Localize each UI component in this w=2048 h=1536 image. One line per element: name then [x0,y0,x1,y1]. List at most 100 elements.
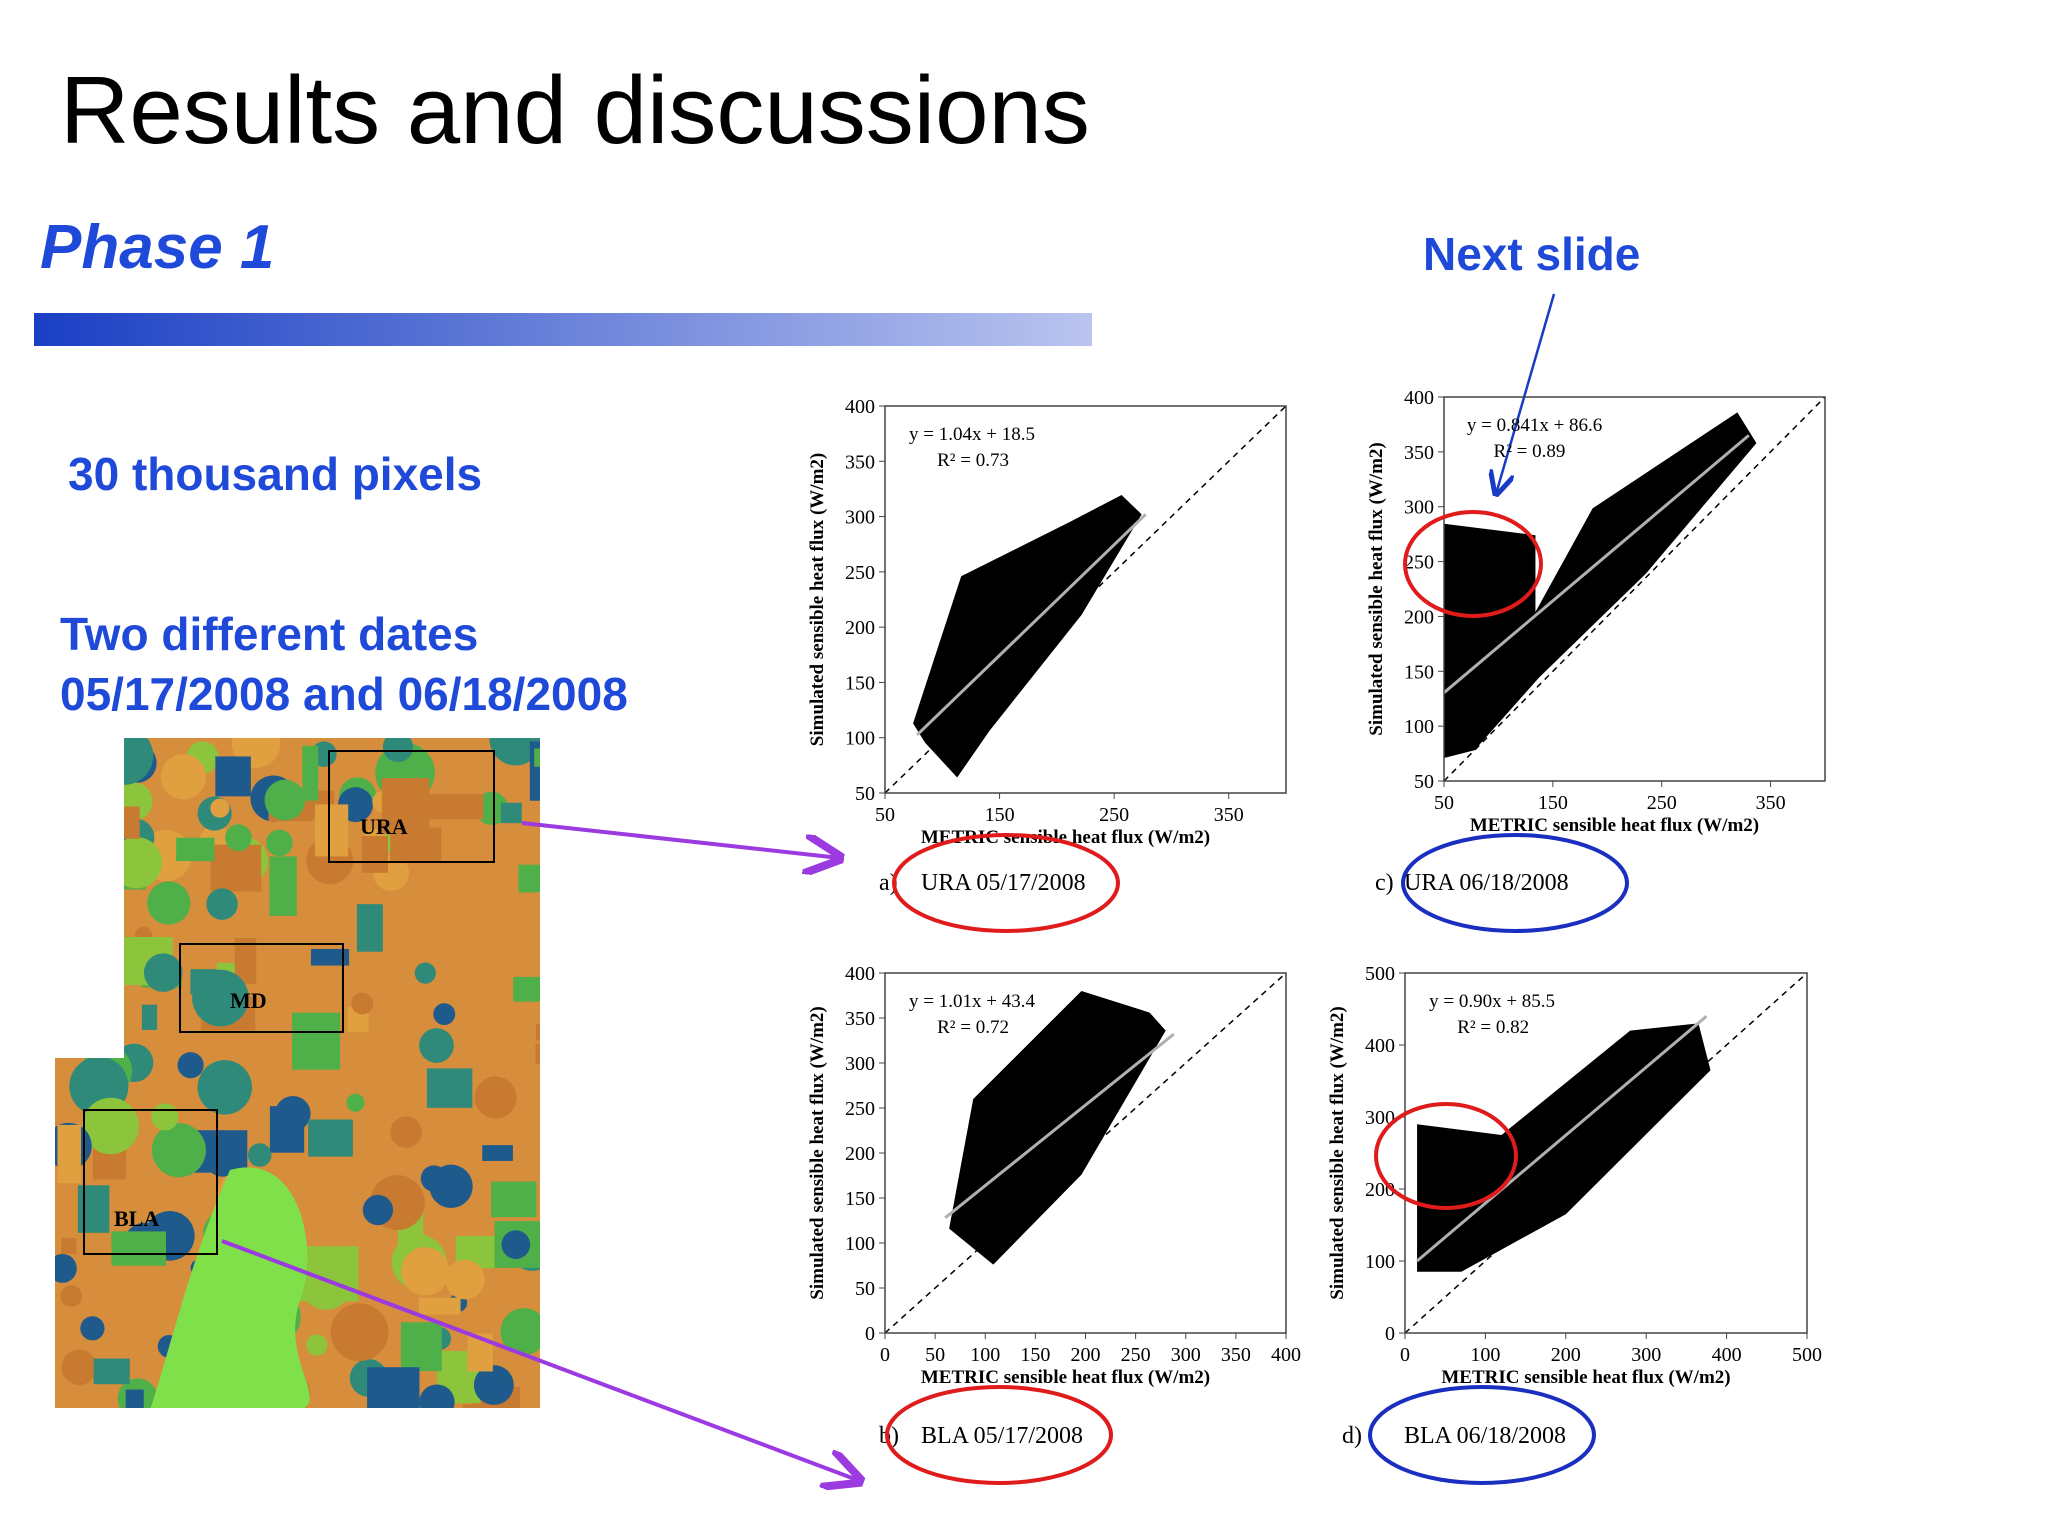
y-tick-label: 400 [1365,1035,1395,1057]
map-field [266,829,293,857]
point-cloud [913,495,1142,778]
map-field [141,1004,158,1030]
caption-ring [892,833,1120,933]
plot-frame [1404,972,1808,1334]
caption-ring [1368,1385,1596,1485]
x-tick-label: 200 [1551,1344,1581,1366]
map-label: MD [230,988,267,1013]
title: Results and discussions [60,57,1090,164]
highlight-ring [1374,1102,1518,1210]
panel-caption: URA 05/17/2008 [921,870,1086,896]
map-lake [150,1167,310,1408]
x-tick-label: 200 [1071,1344,1101,1366]
map-field [315,804,349,857]
map-field [433,1003,456,1026]
map-field [197,1060,252,1115]
map-field [57,1124,81,1184]
map-field [151,1103,179,1131]
map-field [419,1028,454,1063]
map-field [111,1231,166,1266]
map-field [160,754,206,800]
x-axis-label: METRIC sensible heat flux (W/m2) [921,1367,1210,1388]
y-tick-label: 500 [1365,963,1395,985]
map-field [426,794,484,820]
y-tick-label: 100 [845,728,875,750]
map-field [501,1230,531,1259]
map-field [60,1285,83,1307]
map-field [473,1365,514,1405]
map-field [269,856,297,916]
highlight-ring [1403,510,1543,618]
map-box [83,1109,218,1255]
x-tick-label: 150 [985,804,1015,826]
map-field [143,953,183,992]
y-tick-label: 300 [1404,497,1434,519]
map-field [418,1297,461,1315]
map-field [308,1119,353,1157]
map-field [80,1316,105,1341]
x-tick-label: 250 [1099,804,1129,826]
map-field [147,881,191,925]
r-squared: R² = 0.73 [937,450,1009,471]
map-field [367,1367,420,1408]
r-squared: R² = 0.82 [1457,1017,1529,1038]
map-field [381,778,430,835]
one-to-one-line [884,405,1287,794]
one-to-one-line [1443,396,1826,782]
title-bar [34,313,1092,346]
map-field [77,1185,110,1233]
one-to-one-line [884,972,1287,1334]
map-field [529,741,540,801]
arrow [221,1239,860,1481]
map-label: URA [360,814,408,839]
y-tick-label: 350 [845,1008,875,1030]
x-tick-label: 50 [1434,792,1454,814]
map-field [401,1247,450,1296]
map-field [382,738,414,763]
y-tick-label: 400 [845,396,875,418]
y-tick-label: 150 [1404,661,1434,683]
x-tick-label: 400 [1712,1344,1742,1366]
map-field [346,1093,365,1112]
y-tick-label: 350 [1404,442,1434,464]
x-axis-label: METRIC sensible heat flux (W/m2) [1470,815,1759,836]
x-tick-label: 400 [1271,1344,1301,1366]
map-field [55,923,87,968]
map-field [247,1143,272,1167]
map-field [500,802,522,824]
map-field [269,1106,305,1153]
equation: y = 1.04x + 18.5 [909,424,1035,445]
one-to-one-line [1404,972,1808,1334]
y-tick-label: 50 [1414,771,1434,793]
map-field [55,1253,77,1283]
map-field [61,1238,77,1254]
map-field [429,1164,473,1208]
map-field [176,837,215,862]
x-tick-label: 50 [875,804,895,826]
map-field [82,910,122,968]
y-axis-label: Simulated sensible heat flux (W/m2) [1327,1006,1348,1299]
map-field [535,1043,540,1065]
map-label: BLA [114,1206,159,1231]
map-field [87,806,140,839]
plot-frame [884,405,1287,794]
x-tick-label: 250 [1121,1344,1151,1366]
map-field [231,738,281,768]
map-box [328,750,495,863]
y-tick-label: 250 [845,562,875,584]
map-field [210,798,230,818]
map-field [87,821,111,873]
map-field [489,738,540,766]
y-tick-label: 300 [845,1053,875,1075]
map-box [179,943,344,1033]
map-field [82,1097,140,1155]
y-axis-label: Simulated sensible heat flux (W/m2) [807,1006,828,1299]
map-field [93,1358,130,1385]
y-tick-label: 200 [845,1143,875,1165]
plot-frame [1443,396,1826,782]
map-field [534,748,540,767]
regression-line [1416,1015,1708,1263]
panel-caption: BLA 05/17/2008 [921,1423,1083,1449]
x-tick-label: 300 [1631,1344,1661,1366]
